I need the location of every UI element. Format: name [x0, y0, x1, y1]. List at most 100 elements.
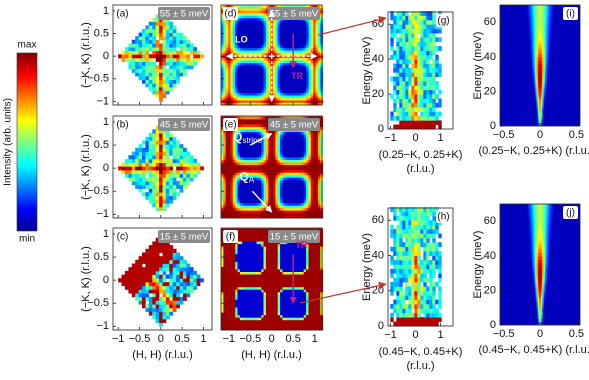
heatmap-cell [306, 20, 309, 23]
heatmap-cell [299, 205, 302, 208]
heatmap-cell [254, 15, 257, 18]
heatmap-cell [311, 93, 314, 96]
heatmap-cell [285, 132, 288, 135]
heatmap-cell [226, 205, 229, 208]
heatmap-cell [132, 159, 136, 163]
heatmap-cell [247, 28, 250, 31]
heatmap-cell [163, 286, 167, 290]
heatmap-cell [247, 20, 250, 23]
heatmap-cell [156, 203, 160, 207]
heatmap-cell [311, 20, 314, 23]
heatmap-cell [159, 58, 163, 62]
heatmap-cell [135, 54, 139, 58]
heatmap-cell [139, 286, 143, 290]
heatmap-cell [266, 65, 269, 68]
heatmap-cell [149, 174, 153, 178]
heatmap-cell [266, 170, 269, 173]
heatmap-cell [163, 69, 167, 73]
heatmap-cell [183, 177, 187, 181]
heatmap-cell [135, 177, 139, 181]
heatmap-cell [159, 163, 163, 167]
heatmap-cell [292, 203, 295, 206]
heatmap-cell [233, 267, 236, 270]
heatmap-cell [152, 129, 156, 133]
heatmap-cell [183, 264, 187, 268]
heatmap-cell [228, 317, 231, 320]
heatmap-cell [252, 165, 255, 168]
heatmap-cell [142, 33, 146, 37]
heatmap-cell [226, 55, 229, 58]
heatmap-cell [311, 23, 314, 26]
heatmap-cell [156, 293, 160, 297]
heatmap-cell [193, 271, 197, 275]
heatmap-cell [280, 80, 283, 83]
heatmap-cell [306, 93, 309, 96]
heatmap-cell [240, 165, 243, 168]
heatmap-cell [252, 43, 255, 46]
heatmap-cell [264, 177, 267, 180]
heatmap-cell [285, 172, 288, 175]
heatmap-cell [266, 200, 269, 203]
heatmap-cell [264, 210, 267, 213]
heatmap-cell [287, 45, 290, 48]
heatmap-cell [292, 142, 295, 145]
heatmap-cell [152, 29, 156, 33]
heatmap-cell [280, 23, 283, 26]
heatmap-cell [299, 167, 302, 170]
heatmap-cell [238, 203, 241, 206]
heatmap-cell [128, 177, 132, 181]
heatmap-cell [228, 132, 231, 135]
heatmap-cell [139, 275, 143, 279]
heatmap-cell [139, 159, 143, 163]
heatmap-cell [193, 275, 197, 279]
heatmap-cell [304, 83, 307, 86]
heatmap-cell [190, 289, 194, 293]
heatmap-cell [221, 210, 224, 213]
heatmap-cell [304, 100, 307, 103]
heatmap-cell [176, 192, 180, 196]
heatmap-cell [159, 166, 163, 170]
heatmap-cell [287, 85, 290, 88]
heatmap-cell [299, 185, 302, 188]
heatmap-cell [264, 208, 267, 211]
heatmap-cell [259, 18, 262, 21]
heatmap-cell [299, 33, 302, 36]
heatmap-cell [152, 275, 156, 279]
heatmap-cell [245, 310, 248, 313]
heatmap-cell [240, 229, 243, 232]
heatmap-cell [166, 200, 170, 204]
heatmap-cell [247, 165, 250, 168]
heatmap-cell [233, 83, 236, 86]
heatmap-cell [240, 23, 243, 26]
heatmap-cell [233, 75, 236, 78]
heatmap-cell [292, 190, 295, 193]
heatmap-cell [292, 28, 295, 31]
heatmap-cell [135, 275, 139, 279]
heatmap-cell [306, 28, 309, 31]
heatmap-cell [156, 275, 160, 279]
heatmap-cell [254, 117, 257, 120]
heatmap-cell [318, 190, 321, 193]
heatmap-cell [254, 83, 257, 86]
heatmap-cell [226, 302, 229, 305]
heatmap-cell [149, 65, 153, 69]
heatmap-cell [264, 190, 267, 193]
heatmap-cell [280, 183, 283, 186]
heatmap-cell [264, 122, 267, 125]
heatmap-cell [163, 177, 167, 181]
heatmap-cell [247, 282, 250, 285]
heatmap-cell [233, 70, 236, 73]
heatmap-cell [306, 193, 309, 196]
heatmap-cell [306, 142, 309, 145]
y-tick-label: 1 [103, 228, 109, 240]
heatmap-cell [297, 142, 300, 145]
heatmap-cell [159, 29, 163, 33]
heatmap-cell [221, 43, 224, 46]
heatmap-cell [254, 45, 257, 48]
heatmap-cell [166, 289, 170, 293]
heatmap-cell [226, 305, 229, 308]
heatmap-cell [240, 85, 243, 88]
heatmap-cell [221, 279, 224, 282]
heatmap-cell [145, 155, 149, 159]
heatmap-cell [287, 28, 290, 31]
